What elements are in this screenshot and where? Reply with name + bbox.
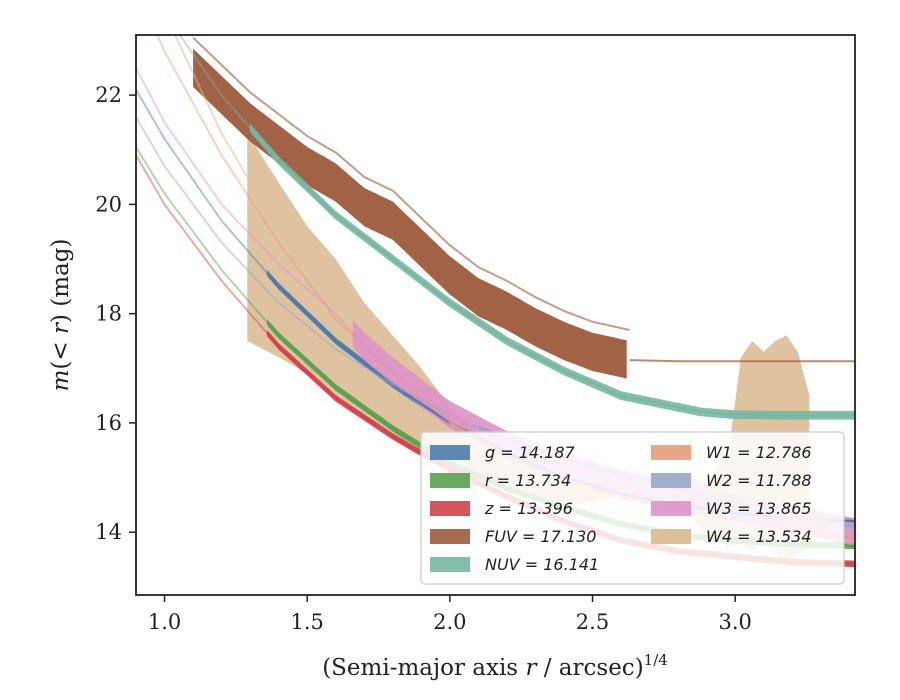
legend-label-W4: W4 = 13.534 — [706, 527, 812, 546]
legend-swatch-W2 — [651, 473, 691, 488]
y-tick-label: 22 — [95, 83, 122, 107]
x-tick-label: 1.5 — [290, 610, 323, 634]
legend-label-z: z = 13.396 — [484, 499, 573, 518]
series-tail-FUV — [629, 359, 855, 363]
x-axis: 1.0 1.5 2.0 2.5 3.0 — [148, 595, 752, 634]
legend-swatch-z — [430, 501, 470, 516]
legend-swatch-FUV — [430, 529, 470, 544]
legend-label-FUV: FUV = 17.130 — [485, 527, 596, 546]
legend-swatch-r — [430, 473, 470, 488]
legend-box — [420, 431, 845, 585]
legend: g = 14.187 r = 13.734 z = 13.396 FUV = 17.1… — [420, 431, 845, 585]
legend-swatch-W1 — [651, 445, 691, 460]
series-line-W4 — [173, 35, 249, 178]
legend-label-g: g = 14.187 — [485, 443, 576, 462]
y-tick-label: 14 — [95, 520, 122, 544]
y-tick-label: 18 — [95, 302, 122, 326]
series-model-FUV — [192, 36, 630, 331]
x-tick-label: 1.0 — [148, 610, 181, 634]
legend-label-W2: W2 = 11.788 — [706, 471, 812, 490]
legend-swatch-W4 — [651, 529, 691, 544]
legend-swatch-W3 — [651, 501, 691, 516]
legend-swatch-NUV — [430, 557, 470, 572]
series-band-FUV — [193, 48, 627, 379]
series-line-NUV — [249, 127, 855, 417]
legend-swatch-g — [430, 445, 470, 460]
legend-label-r: r = 13.734 — [485, 471, 571, 490]
legend-label-W1: W1 = 12.786 — [706, 443, 812, 462]
y-axis: 14 16 18 20 22 — [95, 83, 136, 544]
x-tick-label: 3.0 — [718, 610, 751, 634]
x-axis-label: (Semi-major axis r / arcsec)1/4 — [322, 651, 668, 681]
x-tick-label: 2.0 — [433, 610, 466, 634]
y-tick-label: 20 — [95, 192, 122, 216]
y-tick-label: 16 — [95, 411, 122, 435]
y-axis-label: m(< r) (mag) — [48, 239, 74, 392]
plot-frame — [135, 34, 856, 596]
legend-label-NUV: NUV = 16.141 — [485, 555, 599, 574]
legend-label-W3: W3 = 13.865 — [706, 499, 812, 518]
x-tick-label: 2.5 — [576, 610, 609, 634]
